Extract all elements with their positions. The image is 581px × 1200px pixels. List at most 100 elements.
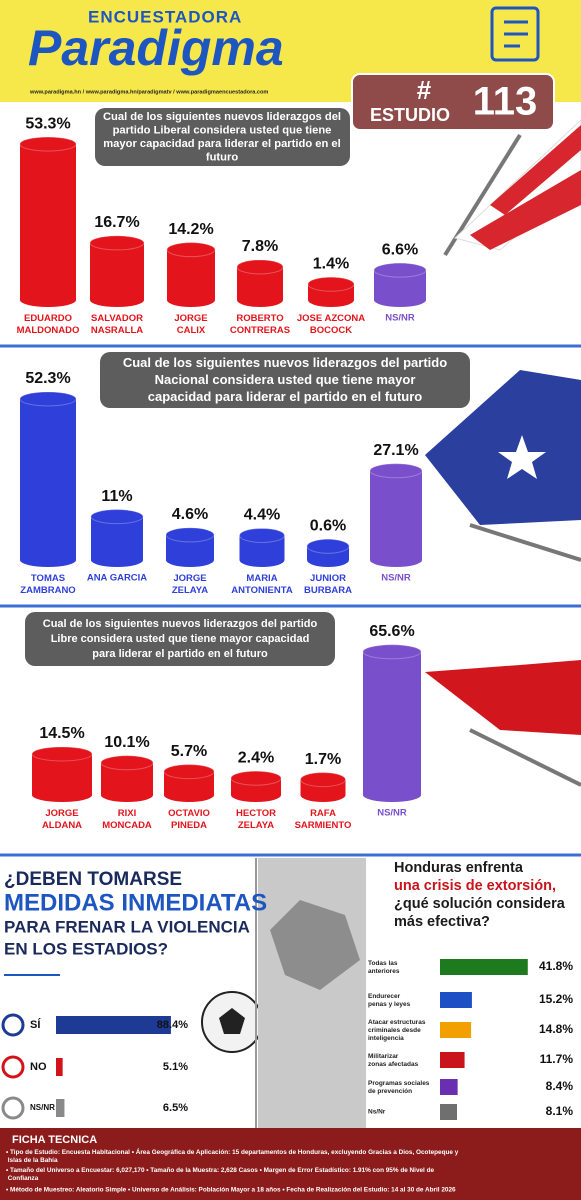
bar-cap xyxy=(163,764,215,780)
brand-name: Paradigma xyxy=(28,20,284,76)
value-label: 65.6% xyxy=(369,623,414,640)
bar xyxy=(440,1104,458,1120)
bar xyxy=(56,1016,171,1034)
bar-cap xyxy=(300,772,346,788)
category-label: JORGE ZELAYA xyxy=(172,573,208,596)
value-label: 6.5% xyxy=(163,1102,188,1114)
footer-line: • Tipo de Estudio: Encuesta Habitacional… xyxy=(6,1147,459,1164)
libre-flag xyxy=(425,660,581,787)
study-label: ESTUDIO xyxy=(370,105,450,125)
answer-label: NO xyxy=(30,1061,47,1073)
answer-icon xyxy=(1,1013,25,1037)
poll-title: EN LOS ESTADIOS? xyxy=(4,939,168,958)
bar xyxy=(20,391,76,567)
value-label: 0.6% xyxy=(310,518,346,535)
poll-title: ¿qué solución considera xyxy=(394,896,566,912)
category-label: JORGE CALIX xyxy=(174,313,207,336)
bar-cap xyxy=(306,538,350,554)
bar-cap xyxy=(166,242,216,258)
website-links: www.paradigma.hn / www.paradigma.hn/para… xyxy=(29,89,268,95)
study-badge xyxy=(351,73,555,131)
value-label: 6.6% xyxy=(382,241,418,258)
value-label: 14.5% xyxy=(39,725,84,742)
poll-title: Honduras enfrenta xyxy=(394,860,524,876)
bar xyxy=(440,1079,458,1095)
bar-cap xyxy=(307,276,355,292)
value-label: 16.7% xyxy=(94,214,139,231)
category-label: JUNIOR BURBARA xyxy=(304,573,352,596)
value-label: 53.3% xyxy=(25,115,70,132)
answer-label: Atacar estructuras criminales desde inteli… xyxy=(368,1019,426,1042)
value-label: 4.6% xyxy=(172,506,208,523)
footer-line: • Tamaño del Universo a Encuestar: 6,027… xyxy=(6,1167,435,1182)
question-text: Cual de los siguientes nuevos liderazgos… xyxy=(43,618,318,660)
bar xyxy=(440,992,472,1008)
bar xyxy=(56,1099,65,1117)
bar xyxy=(91,509,143,567)
value-label: 5.1% xyxy=(163,1061,188,1073)
bar xyxy=(440,1022,472,1038)
answer-label: SÍ xyxy=(30,1018,41,1031)
liberal-flag xyxy=(443,119,581,257)
answer-label: Militarizar zonas afectadas xyxy=(368,1053,419,1068)
bar-cap xyxy=(100,755,154,771)
category-label: NS/NR xyxy=(385,313,415,324)
value-label: 14.8% xyxy=(539,1022,573,1036)
category-label: JOSE AZCONA BOCOCK xyxy=(297,313,365,336)
poll-title: MEDIDAS INMEDIATAS xyxy=(4,889,267,916)
bar-cap xyxy=(19,391,77,407)
category-label: NS/NR xyxy=(377,808,407,819)
study-hash: # xyxy=(417,75,432,105)
category-label: TOMAS ZAMBRANO xyxy=(20,573,75,596)
bar-cap xyxy=(89,235,145,251)
poll-title: ¿DEBEN TOMARSE xyxy=(4,869,182,890)
bar xyxy=(20,137,76,307)
bar xyxy=(167,242,215,307)
value-label: 8.4% xyxy=(546,1079,574,1093)
question-box xyxy=(95,108,350,166)
answer-label: Ns/Nr xyxy=(368,1109,386,1116)
value-label: 1.4% xyxy=(313,255,349,272)
bar xyxy=(440,1052,465,1068)
category-label: RAFA SARMIENTO xyxy=(295,808,352,831)
poll-title: más efectiva? xyxy=(394,914,490,930)
footer-title: FICHA TECNICA xyxy=(12,1134,97,1146)
category-label: MARIA ANTONIENTA xyxy=(231,573,293,596)
bar-cap xyxy=(239,527,285,543)
bar-cap xyxy=(236,259,284,275)
poll-title: una crisis de extorsión, xyxy=(394,878,556,894)
bar-cap xyxy=(31,746,93,762)
category-label: JORGE ALDANA xyxy=(42,808,82,831)
answer-label: Todas las anteriores xyxy=(368,960,400,975)
value-label: 5.7% xyxy=(171,743,207,760)
bar xyxy=(440,959,528,975)
category-label: OCTAVIO PINEDA xyxy=(168,808,210,831)
bar xyxy=(90,235,144,307)
bar-cap xyxy=(165,527,215,543)
study-number: 113 xyxy=(473,80,538,124)
answer-icon xyxy=(1,1055,25,1079)
footer-background xyxy=(0,1128,581,1200)
value-label: 14.2% xyxy=(168,221,213,238)
bar-cap xyxy=(230,770,282,786)
category-label: EDUARDO MALDONADO xyxy=(17,313,80,336)
value-label: 15.2% xyxy=(539,992,573,1006)
bar-cap xyxy=(373,262,427,278)
value-label: 2.4% xyxy=(238,749,274,766)
bar-cap xyxy=(90,509,144,525)
city-background xyxy=(258,858,366,1128)
bar-cap xyxy=(362,644,422,660)
value-label: 88.4% xyxy=(157,1019,188,1031)
category-label: ROBERTO CONTRERAS xyxy=(230,313,290,336)
value-label: 4.4% xyxy=(244,507,280,524)
brand-top: ENCUESTADORA xyxy=(88,7,242,26)
bar-cap xyxy=(369,463,423,479)
category-label: RIXI MONCADA xyxy=(102,808,152,831)
question-box xyxy=(25,612,335,666)
bar xyxy=(32,747,92,802)
value-label: 11.7% xyxy=(540,1052,574,1066)
value-label: 1.7% xyxy=(305,751,341,768)
category-label: ANA GARCIA xyxy=(87,573,147,584)
answer-label: Programas sociales de prevención xyxy=(368,1080,430,1095)
